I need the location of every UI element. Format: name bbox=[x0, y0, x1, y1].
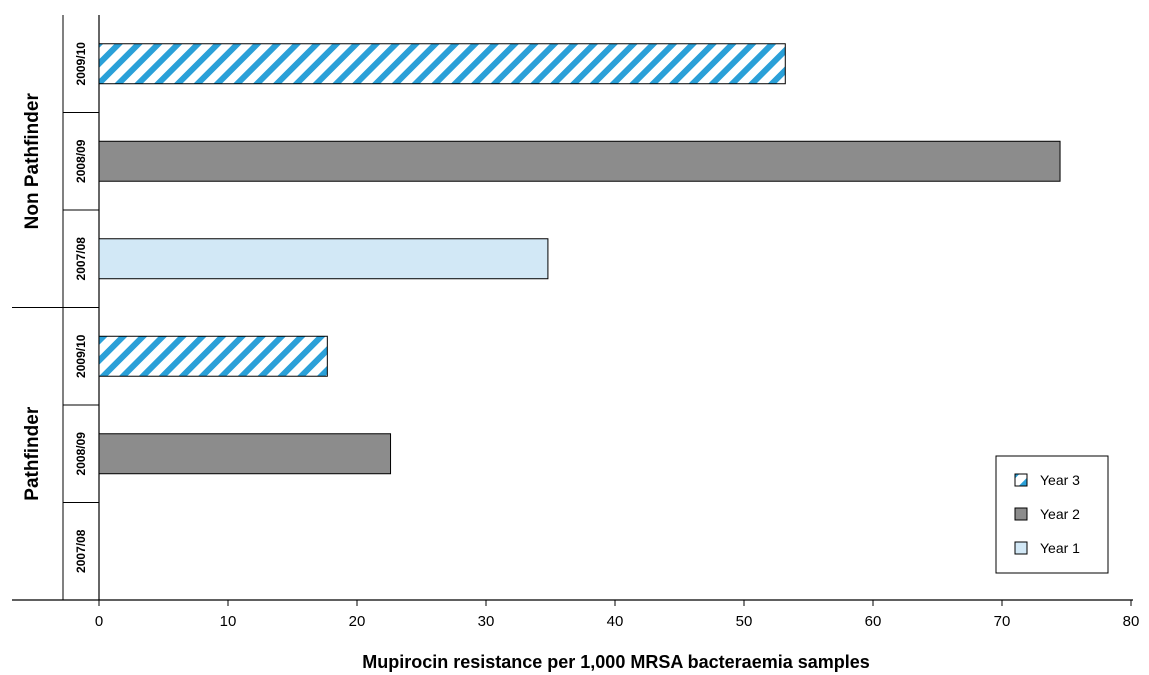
x-tick-label: 10 bbox=[220, 613, 237, 630]
axes bbox=[12, 15, 1133, 601]
row-dividers bbox=[12, 112, 99, 503]
legend-swatch bbox=[1014, 507, 1028, 521]
x-tick-label: 50 bbox=[736, 613, 753, 630]
legend-label: Year 1 bbox=[1040, 540, 1080, 556]
bars bbox=[98, 43, 1061, 475]
legend-swatch bbox=[1014, 541, 1028, 555]
x-axis-title: Mupirocin resistance per 1,000 MRSA bact… bbox=[362, 652, 870, 672]
year-labels: 2009/10 2008/09 2007/08 2009/10 2008/09 2007/… bbox=[74, 42, 88, 573]
legend-label: Year 3 bbox=[1040, 472, 1080, 488]
x-tick-label: 0 bbox=[95, 613, 103, 630]
legend: Year 3 Year 2 Year 1 bbox=[995, 455, 1109, 574]
x-tick-label: 70 bbox=[994, 613, 1011, 630]
bar bbox=[98, 238, 549, 280]
x-tick-label: 20 bbox=[349, 613, 366, 630]
bar bbox=[98, 433, 392, 475]
category-label: 2007/08 bbox=[74, 529, 88, 573]
x-tick-label: 60 bbox=[865, 613, 882, 630]
group-label: Non Pathfinder bbox=[22, 93, 43, 230]
group-label: Pathfinder bbox=[22, 406, 43, 501]
bar bbox=[98, 43, 786, 85]
x-ticks: 0 10 20 30 40 50 60 70 80 bbox=[95, 600, 1140, 630]
legend-swatch bbox=[1014, 473, 1028, 487]
x-tick-label: 30 bbox=[478, 613, 495, 630]
legend-label: Year 2 bbox=[1040, 506, 1080, 522]
bar bbox=[98, 335, 328, 377]
category-label: 2009/10 bbox=[74, 334, 88, 378]
bar bbox=[98, 140, 1061, 182]
x-tick-label: 80 bbox=[1123, 613, 1140, 630]
group-labels: Non Pathfinder Pathfinder bbox=[22, 93, 43, 501]
category-label: 2007/08 bbox=[74, 237, 88, 281]
category-label: 2009/10 bbox=[74, 42, 88, 86]
x-tick-label: 40 bbox=[607, 613, 624, 630]
category-label: 2008/09 bbox=[74, 432, 88, 476]
category-label: 2008/09 bbox=[74, 139, 88, 183]
